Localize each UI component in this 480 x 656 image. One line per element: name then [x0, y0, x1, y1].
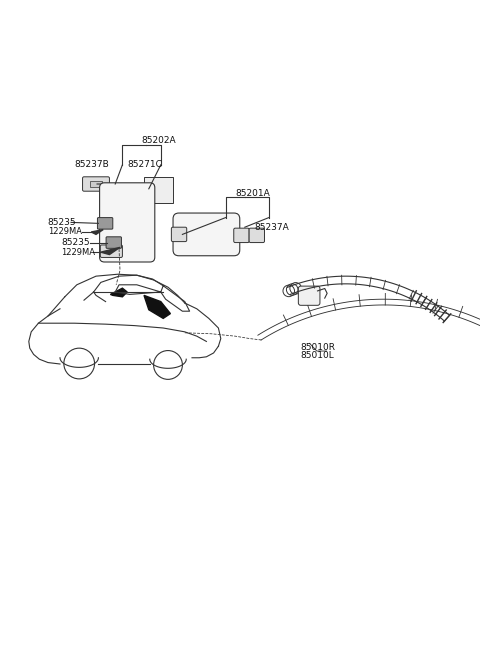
FancyBboxPatch shape — [97, 218, 113, 229]
FancyBboxPatch shape — [249, 228, 264, 243]
Text: 85235: 85235 — [61, 238, 90, 247]
FancyBboxPatch shape — [234, 228, 249, 243]
Text: 85201A: 85201A — [235, 189, 270, 198]
Polygon shape — [91, 230, 103, 234]
Text: 85235: 85235 — [47, 218, 76, 227]
Text: 1229MA: 1229MA — [48, 228, 82, 237]
FancyBboxPatch shape — [171, 227, 187, 241]
FancyBboxPatch shape — [106, 237, 121, 249]
Text: 85010L: 85010L — [300, 351, 334, 360]
Polygon shape — [110, 288, 127, 297]
FancyBboxPatch shape — [173, 213, 240, 256]
FancyBboxPatch shape — [83, 177, 109, 191]
FancyBboxPatch shape — [100, 183, 155, 262]
Text: 85271C: 85271C — [127, 160, 162, 169]
Bar — [144, 177, 173, 203]
Text: 85237A: 85237A — [254, 222, 289, 232]
FancyBboxPatch shape — [100, 245, 122, 257]
Polygon shape — [144, 295, 170, 318]
Text: 85237B: 85237B — [74, 160, 109, 169]
Text: 85202A: 85202A — [142, 136, 176, 145]
Bar — [90, 181, 102, 187]
Text: 85010R: 85010R — [300, 342, 335, 352]
Polygon shape — [101, 247, 120, 255]
FancyBboxPatch shape — [299, 286, 320, 305]
Text: 1229MA: 1229MA — [61, 248, 96, 256]
